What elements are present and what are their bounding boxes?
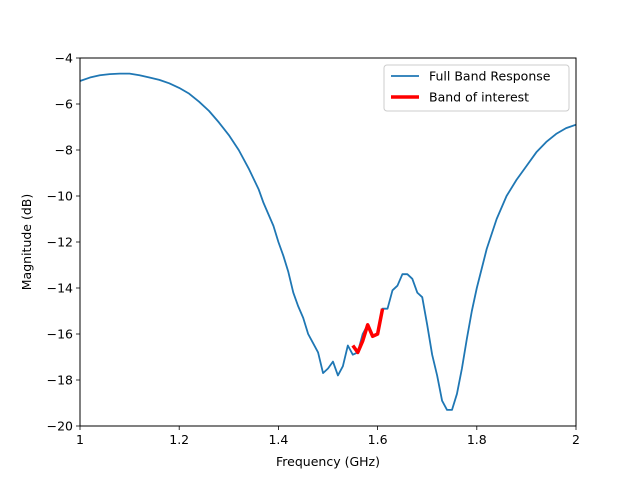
x-tick-label: 1.2 [169,432,189,447]
y-axis-title: Magnitude (dB) [19,194,34,290]
y-tick-label: −16 [47,327,73,342]
y-tick-label: −8 [55,143,73,158]
y-axis-ticks: −4 −6 −8 −10 −12 −14 −16 −18 −20 [47,51,80,434]
y-tick-label: −6 [55,97,73,112]
legend-label-full-band: Full Band Response [429,69,551,84]
y-tick-label: −12 [47,235,73,250]
series-line-band-of-interest [351,308,385,355]
plot-area [80,58,576,426]
series-layer [79,72,577,411]
x-tick-label: 2 [572,432,580,447]
legend-label-band-of-interest: Band of interest [429,90,529,105]
y-tick-label: −20 [47,419,73,434]
x-tick-label: 1.4 [268,432,288,447]
y-tick-label: −18 [47,373,73,388]
y-tick-label: −14 [47,281,73,296]
y-tick-label: −10 [47,189,73,204]
series-line-full-band [79,72,577,411]
y-tick-label: −4 [55,51,73,66]
x-axis-title: Frequency (GHz) [276,454,380,469]
x-tick-label: 1 [76,432,84,447]
legend: Full Band Response Band of interest [383,64,570,112]
x-tick-label: 1.6 [368,432,388,447]
legend-box [383,64,570,112]
x-tick-label: 1.8 [467,432,487,447]
x-axis-ticks: 1 1.2 1.4 1.6 1.8 2 [76,426,580,447]
